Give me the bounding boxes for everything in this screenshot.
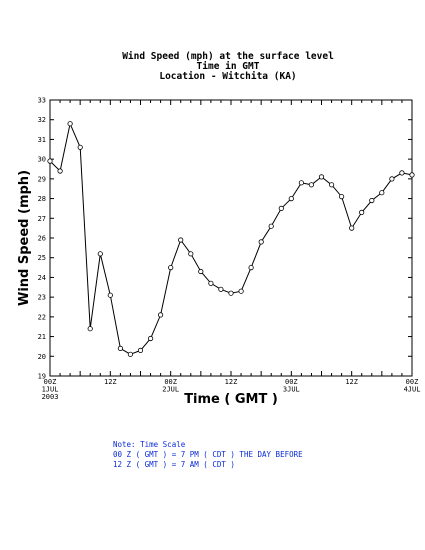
y-tick-label: 28: [38, 195, 46, 203]
y-tick-label: 29: [38, 175, 46, 183]
time-scale-note: Note: Time Scale 00 Z ( GMT ) = 7 PM ( C…: [113, 440, 303, 469]
x-tick-label: 00Z: [164, 378, 177, 386]
data-point: [188, 251, 194, 257]
data-point: [298, 180, 304, 186]
y-tick-label: 32: [38, 116, 46, 124]
y-tick-label: 30: [38, 156, 46, 164]
y-tick-label: 20: [38, 353, 46, 361]
y-tick-label: 26: [38, 235, 46, 243]
x-tick-label: 00Z: [406, 378, 419, 386]
y-tick-label: 25: [38, 254, 46, 262]
data-point: [127, 351, 133, 357]
data-point: [148, 335, 154, 342]
plot-frame: [49, 99, 413, 377]
data-point: [158, 312, 164, 318]
y-axis: 19 20 21 22 23 24 25 26 27 28 29 30 31 32 33: [38, 97, 412, 381]
data-point: [318, 174, 325, 180]
data-point: [87, 326, 93, 332]
x-tick-label: 00Z: [44, 378, 57, 386]
data-point: [208, 280, 214, 286]
y-tick-label: 24: [38, 274, 46, 282]
data-point: [168, 264, 174, 271]
data-point: [288, 196, 294, 202]
x-tick-label: 3JUL: [283, 386, 300, 394]
series-line: [49, 122, 413, 355]
data-point: [278, 205, 284, 211]
data-point: [137, 347, 144, 353]
data-point: [409, 172, 415, 178]
x-tick-label: 1JUL: [42, 386, 59, 394]
y-tick-label: 33: [38, 97, 46, 105]
data-point: [107, 292, 113, 298]
data-point: [77, 144, 83, 150]
note-line-1: Note: Time Scale: [113, 440, 186, 449]
data-point: [218, 286, 224, 292]
y-tick-label: 23: [38, 294, 46, 302]
data-point: [97, 251, 103, 257]
y-tick-label: 22: [38, 313, 46, 321]
data-point: [117, 345, 124, 351]
chart-title: Wind Speed (mph) at the surface level Ti…: [122, 51, 334, 82]
data-point: [198, 268, 204, 275]
note-line-2: 00 Z ( GMT ) = 7 PM ( CDT ) THE DAY BEFO…: [113, 450, 303, 459]
x-tick-label: 4JUL: [404, 386, 421, 394]
data-point: [349, 225, 355, 231]
title-line-1: Wind Speed (mph) at the surface level: [122, 51, 334, 62]
data-point: [308, 182, 314, 188]
data-point: [248, 264, 254, 271]
y-tick-label: 27: [38, 215, 46, 223]
data-point: [399, 170, 405, 176]
x-tick-label: 00Z: [285, 378, 298, 386]
data-point: [268, 223, 274, 229]
data-point: [369, 197, 375, 204]
data-point: [238, 288, 244, 294]
y-tick-label: 31: [38, 136, 46, 144]
data-point: [228, 290, 234, 296]
data-point: [47, 158, 53, 164]
data-point: [258, 239, 264, 245]
data-point: [57, 168, 63, 174]
data-point: [379, 190, 385, 196]
data-point: [67, 121, 73, 127]
x-tick-label: 12Z: [345, 378, 358, 386]
data-point: [338, 194, 345, 200]
data-point: [359, 209, 365, 215]
y-tick-label: 21: [38, 333, 46, 341]
title-line-2: Time in GMT: [197, 61, 260, 72]
x-tick-label: 2JUL: [162, 386, 179, 394]
data-point: [389, 176, 395, 182]
title-line-3: Location - Witchita (KA): [159, 71, 296, 82]
y-axis-title: Wind Speed (mph): [17, 170, 32, 306]
x-tick-label: 2003: [42, 393, 59, 401]
y-tick-label: 19: [38, 373, 46, 381]
series-group: [47, 121, 415, 357]
x-axis-title: Time ( GMT ): [184, 392, 278, 407]
data-point: [328, 182, 335, 188]
x-tick-label: 12Z: [104, 378, 117, 386]
x-tick-label: 12Z: [225, 378, 238, 386]
note-line-3: 12 Z ( GMT ) = 7 AM ( CDT ): [113, 460, 235, 469]
data-point: [178, 237, 184, 243]
